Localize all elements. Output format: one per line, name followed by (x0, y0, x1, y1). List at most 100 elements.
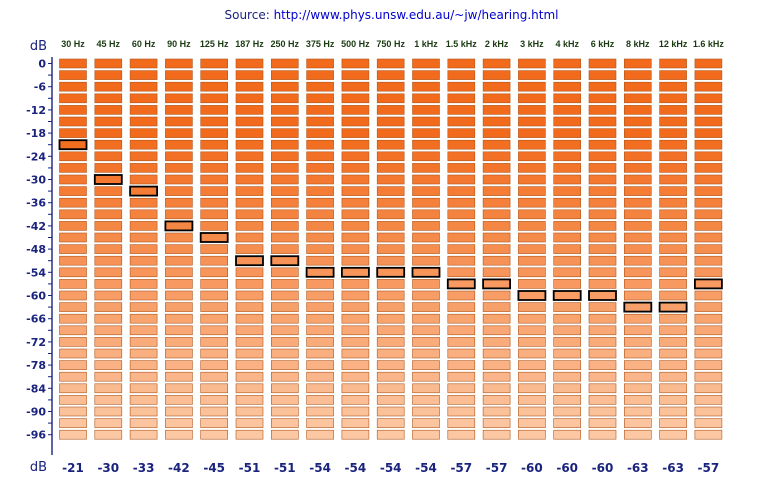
level-cell (412, 116, 440, 127)
level-cell (270, 395, 299, 405)
level-cell (518, 139, 546, 150)
level-cell (341, 186, 370, 196)
level-cell (412, 302, 440, 312)
level-cell (623, 337, 652, 347)
level-cell (588, 255, 617, 266)
level-cell (341, 325, 370, 336)
level-cell (341, 58, 370, 69)
level-cell (341, 302, 370, 312)
level-cell (235, 93, 264, 104)
level-cell (376, 105, 405, 115)
level-cell (659, 128, 687, 138)
level-cell (129, 139, 158, 150)
level-cell (482, 267, 511, 278)
level-cell (306, 325, 334, 336)
level-cell (588, 313, 617, 324)
level-cell (623, 70, 652, 80)
level-cell (659, 116, 687, 127)
level-cell (306, 360, 334, 370)
frequency-label: 750 Hz (376, 39, 405, 49)
level-cell (376, 244, 405, 254)
level-cell (623, 348, 652, 359)
level-cell (165, 371, 193, 382)
level-cell (376, 429, 405, 440)
level-cell (59, 348, 87, 359)
threshold-label: -60 (556, 461, 578, 475)
level-cell (59, 279, 87, 289)
level-cell (376, 337, 405, 347)
level-cell (376, 371, 405, 382)
level-cell (553, 348, 582, 359)
level-cell (341, 406, 370, 417)
source-url[interactable]: http://www.phys.unsw.edu.au/~jw/hearing.… (273, 8, 559, 22)
y-tick-label: -24 (26, 150, 46, 163)
level-cell (659, 255, 687, 266)
level-cell (694, 197, 723, 208)
threshold-cell (199, 232, 229, 243)
level-cell (235, 186, 264, 196)
level-cell (623, 209, 652, 220)
level-cell (306, 139, 334, 150)
level-cell (447, 209, 476, 220)
level-cell (623, 93, 652, 104)
level-cell (200, 267, 228, 278)
level-cell (59, 418, 87, 428)
level-cell (235, 105, 264, 115)
level-cell (306, 255, 334, 266)
level-cell (341, 232, 370, 243)
level-cell (694, 383, 723, 394)
level-cell (482, 163, 511, 173)
level-cell (341, 116, 370, 127)
level-cell (553, 267, 582, 278)
level-cell (306, 337, 334, 347)
level-cell (694, 128, 723, 138)
level-cell (306, 232, 334, 243)
level-cell (694, 371, 723, 382)
level-cell (376, 348, 405, 359)
level-cell (376, 163, 405, 173)
level-cell (518, 348, 546, 359)
level-cell (553, 221, 582, 231)
level-cell (59, 93, 87, 104)
level-cell (306, 128, 334, 138)
level-cell (94, 255, 123, 266)
level-cell (94, 383, 123, 394)
level-cell (518, 255, 546, 266)
level-cell (306, 290, 334, 301)
level-cell (200, 429, 228, 440)
threshold-cell (58, 139, 88, 151)
level-cell (270, 325, 299, 336)
level-cell (306, 221, 334, 231)
level-cell (235, 197, 264, 208)
level-cell (518, 267, 546, 278)
level-cell (659, 163, 687, 173)
level-cell (447, 383, 476, 394)
threshold-cell (376, 266, 406, 278)
threshold-label: -45 (203, 461, 225, 475)
threshold-cell (552, 290, 582, 301)
level-cell (694, 58, 723, 69)
level-cell (129, 116, 158, 127)
threshold-label: -60 (592, 461, 614, 475)
threshold-cell (411, 266, 441, 278)
level-cell (94, 360, 123, 370)
level-cell (165, 302, 193, 312)
level-cell (94, 406, 123, 417)
level-cell (694, 116, 723, 127)
level-cell (482, 429, 511, 440)
level-cell (94, 348, 123, 359)
level-cell (482, 197, 511, 208)
level-cell (623, 267, 652, 278)
level-cell (200, 186, 228, 196)
level-cell (447, 290, 476, 301)
level-cell (376, 81, 405, 92)
level-cell (518, 360, 546, 370)
level-cell (200, 290, 228, 301)
level-cell (588, 325, 617, 336)
y-tick-label: -96 (26, 429, 46, 442)
level-cell (129, 70, 158, 80)
level-cell (129, 395, 158, 405)
level-cell (553, 360, 582, 370)
level-cell (482, 116, 511, 127)
level-cell (447, 302, 476, 312)
